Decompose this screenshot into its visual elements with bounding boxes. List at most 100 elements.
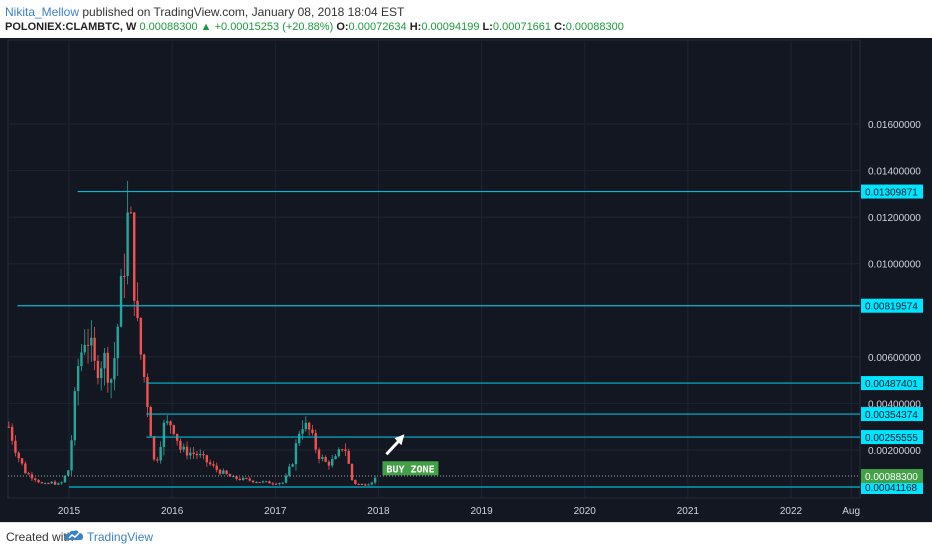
candle-body (215, 465, 218, 470)
candle-body (324, 457, 327, 462)
candle-body (149, 407, 152, 437)
candle-body (205, 455, 209, 463)
low-key: L: (482, 21, 493, 33)
candle-body (90, 337, 93, 346)
candle-body (344, 449, 347, 451)
candle-body (364, 484, 367, 486)
candle-body (278, 483, 281, 485)
candle-body (350, 463, 354, 480)
candle-body (238, 478, 242, 480)
x-tick-label: Aug (842, 506, 860, 517)
plot-frame (7, 39, 861, 499)
x-tick-label: 2015 (58, 506, 81, 517)
candle-body (284, 475, 288, 483)
price-change: +0.00015253 (+20.88%) (214, 21, 334, 33)
author-link[interactable]: Nikita_Mellow (5, 5, 80, 19)
high-key: H: (409, 21, 422, 33)
candle-body (185, 446, 189, 456)
candle-body (109, 379, 113, 383)
buy-zone-label: BUY ZONE (386, 464, 434, 475)
candle-body (166, 421, 169, 423)
publish-info: published on TradingView.com, January 08… (82, 5, 405, 19)
x-tick-label: 2018 (367, 506, 390, 517)
candle-body (317, 449, 321, 459)
candle-body (113, 358, 116, 380)
candle-body (106, 352, 110, 383)
candle-body (195, 453, 199, 456)
candle-body (189, 452, 192, 456)
price-chart[interactable]: 0.01600000 0.01400000 0.01200000 0.01000000… (0, 38, 932, 522)
tradingview-brand[interactable]: TradingView (87, 530, 154, 544)
candle-body (337, 449, 341, 457)
candle-body (370, 482, 374, 485)
candle-body (70, 440, 73, 471)
candle-body (298, 433, 301, 444)
level-label: 0.00819574 (865, 302, 918, 313)
current-price-box (861, 469, 923, 484)
candle-body (83, 344, 86, 353)
candle-body (103, 352, 106, 369)
candle-body (340, 449, 344, 451)
y-tick-label: 0.01200000 (868, 213, 921, 224)
candle-body (53, 481, 57, 485)
candle-body (172, 425, 176, 434)
chart-header: Nikita_Mellow published on TradingView.c… (0, 0, 932, 38)
candle-body (63, 475, 67, 483)
candle-body (235, 476, 238, 479)
candle-body (67, 470, 70, 476)
candle-body (47, 483, 50, 485)
level-label: 0.00255555 (865, 433, 918, 444)
x-tick-label: 2022 (780, 506, 803, 517)
candle-body (222, 470, 225, 474)
x-tick-label: 2016 (161, 506, 184, 517)
x-tick-label: 2019 (470, 506, 493, 517)
level-label: 0.00487401 (865, 379, 918, 390)
candle-body (27, 473, 30, 475)
buy-zone-box[interactable] (382, 461, 439, 476)
candle-body (43, 483, 47, 485)
candle-body (248, 478, 251, 481)
candle-body (80, 352, 83, 367)
candle-body (281, 482, 284, 484)
y-tick-label: 0.01000000 (868, 260, 921, 271)
candle-body (139, 318, 143, 355)
candle-body (271, 483, 275, 485)
candle-body (136, 300, 139, 319)
close-value: 0.00088300 (565, 21, 624, 33)
candle-body (24, 463, 27, 474)
candle-body (10, 426, 14, 441)
candle-body (245, 477, 248, 479)
candle-body (182, 446, 185, 450)
level-label-box (861, 479, 923, 494)
current-price-label: 0.00088300 (865, 472, 918, 483)
candle-body (50, 481, 53, 484)
candle-body (274, 483, 278, 485)
candle-body (347, 450, 350, 464)
candle-body (304, 422, 308, 430)
x-tick-label: 2021 (677, 506, 700, 517)
candle-body (294, 443, 298, 465)
level-label: 0.00354374 (865, 410, 918, 421)
symbol-label: POLONIEX:CLAMBTC, W (5, 21, 137, 33)
high-value: 0.00094199 (421, 21, 480, 33)
candle-body (228, 474, 232, 477)
publish-line: Nikita_Mellow published on TradingView.c… (5, 5, 404, 19)
candle-body (156, 459, 159, 461)
candle-body (57, 483, 60, 485)
x-tick-label: 2020 (574, 506, 597, 517)
candle-body (268, 481, 271, 484)
open-value: 0.00072634 (348, 21, 407, 33)
candle-body (291, 464, 294, 467)
candle-body (334, 456, 337, 460)
created-with-label: Created with (6, 530, 74, 544)
candle-body (76, 366, 80, 392)
candle-body (251, 480, 255, 483)
candle-body (225, 470, 228, 475)
y-tick-label: 0.01600000 (868, 120, 921, 131)
candle-body (218, 469, 222, 474)
level-label-box (861, 184, 923, 199)
candle-body (133, 212, 136, 301)
candle-body (241, 477, 245, 480)
candle-body (199, 453, 202, 456)
candle-body (86, 344, 90, 346)
